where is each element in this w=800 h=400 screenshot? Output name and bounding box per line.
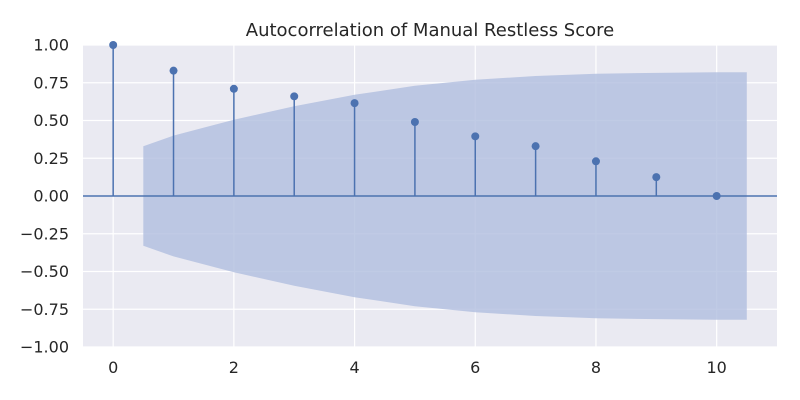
stem-marker-3 [290,92,299,101]
y-tick-label: −1.00 [20,338,69,357]
x-tick-label: 2 [229,358,239,377]
y-tick-label: 1.00 [33,36,69,55]
stem-marker-0 [109,41,118,49]
chart-title: Autocorrelation of Manual Restless Score [246,20,614,41]
stem-marker-8 [591,157,600,166]
stem-marker-5 [410,118,419,127]
stem-marker-4 [350,99,359,108]
stem-marker-2 [229,84,238,93]
y-tick-label: −0.75 [20,300,69,319]
stems [109,41,721,200]
stem-marker-10 [712,192,721,200]
y-tick-label: 0.75 [33,73,69,92]
stem-marker-9 [652,173,661,182]
x-tick-label: 10 [706,358,726,377]
x-tick-labels: 0 2 4 6 8 10 [108,358,727,377]
x-tick-label: 4 [349,358,359,377]
stem-marker-6 [471,132,480,141]
x-tick-label: 0 [108,358,118,377]
x-tick-label: 8 [591,358,601,377]
y-tick-label: −0.50 [20,262,69,281]
x-tick-label: 6 [470,358,480,377]
y-tick-label: −0.25 [20,224,69,243]
y-tick-label: 0.25 [33,149,69,168]
stem-marker-7 [531,142,540,151]
y-tick-labels: 1.00 0.75 0.50 0.25 0.00 −0.25 −0.50 −0.75 −1.00 [20,36,69,357]
stem-marker-1 [169,66,178,75]
y-tick-label: 0.00 [33,187,69,206]
y-tick-label: 0.50 [33,111,69,130]
